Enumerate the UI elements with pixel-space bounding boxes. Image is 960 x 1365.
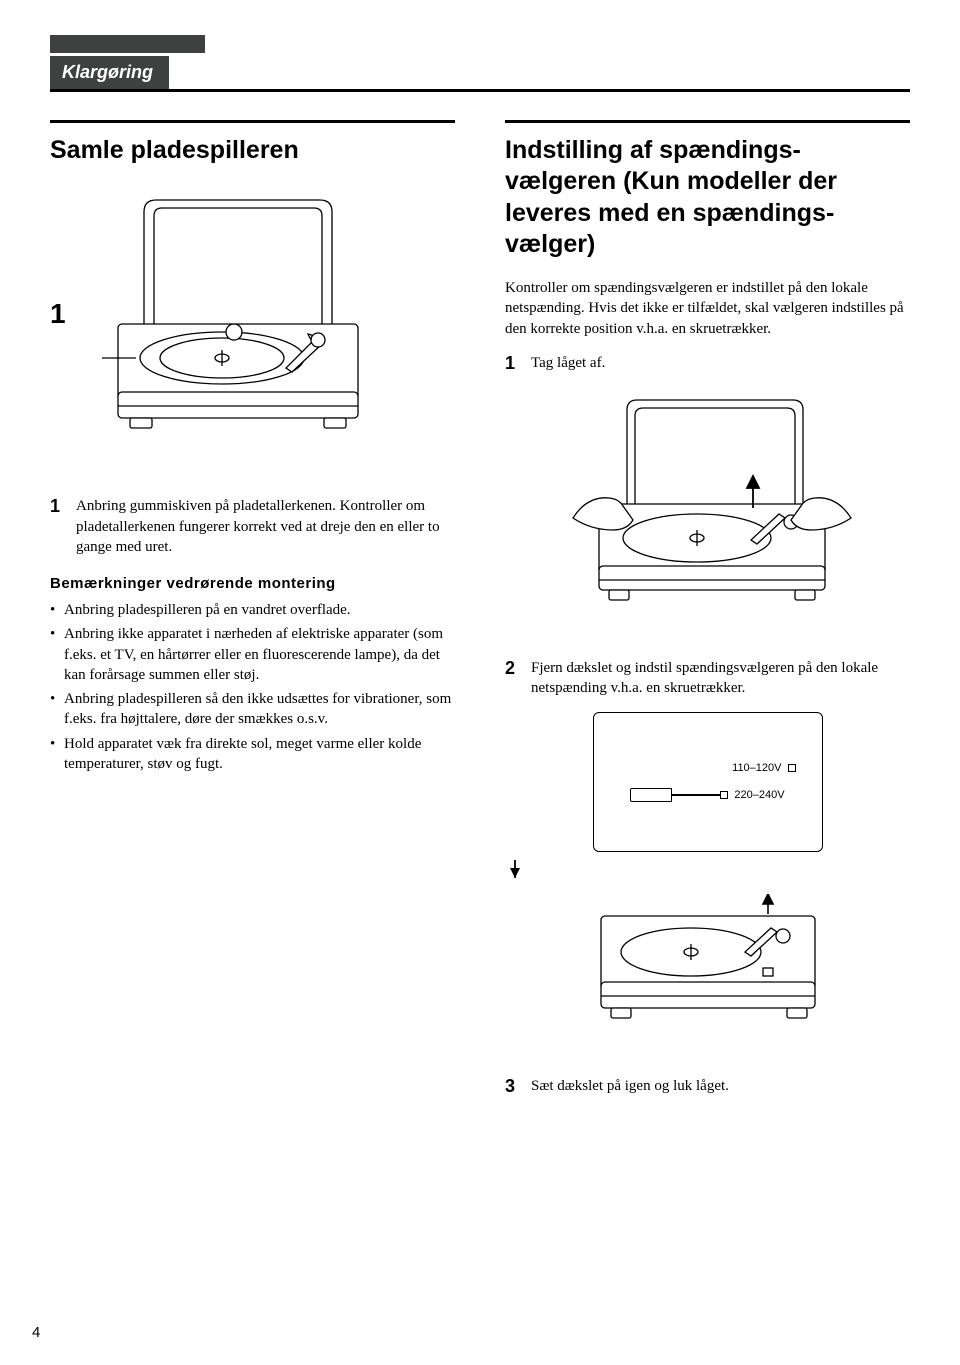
screwdriver-handle	[630, 788, 672, 802]
voltage-slot-icon	[720, 791, 728, 799]
section-underline	[50, 89, 910, 92]
right-step1-num: 1	[505, 353, 519, 374]
left-step1-text: Anbring gummiskiven på pladetallerkenen.…	[76, 496, 455, 557]
right-title: Indstilling af spændings-vælgeren (Kun m…	[505, 135, 910, 260]
screwdriver: 220–240V	[630, 788, 784, 802]
figure-hands-remove-lid	[505, 388, 910, 638]
right-step1-text: Tag låget af.	[531, 353, 605, 374]
right-step2: 2 Fjern dækslet og indstil spændingsvælg…	[505, 658, 910, 699]
right-step2-num: 2	[505, 658, 519, 699]
notes-list: Anbring pladespilleren på en vandret ove…	[50, 600, 455, 774]
right-column: Indstilling af spændings-vælgeren (Kun m…	[505, 120, 910, 1107]
voltage-slot-icon	[788, 764, 796, 772]
note-item: Anbring pladespilleren på en vandret ove…	[50, 600, 455, 620]
screwdriver-shaft	[672, 794, 720, 796]
col-rule	[505, 120, 910, 123]
note-item: Hold apparatet væk fra direkte sol, mege…	[50, 734, 455, 775]
arrow-down-icon	[505, 860, 525, 888]
voltage-box: 110–120V 220–240V	[593, 712, 823, 852]
left-step1-num: 1	[50, 496, 64, 557]
figure-voltage-selector: 110–120V 220–240V	[505, 712, 910, 888]
figure-step1: 1	[50, 184, 455, 444]
right-step3-num: 3	[505, 1076, 519, 1097]
notes-heading: Bemærkninger vedrørende montering	[50, 575, 455, 592]
page-number: 4	[32, 1324, 40, 1341]
note-item: Anbring pladespilleren så den ikke udsæt…	[50, 689, 455, 730]
voltage-label-bottom: 220–240V	[734, 789, 784, 801]
figure-step1-number: 1	[50, 298, 66, 330]
voltage-label-top: 110–120V	[732, 762, 781, 774]
right-step2-text: Fjern dækslet og indstil spændingsvælger…	[531, 658, 910, 699]
left-title: Samle pladespilleren	[50, 135, 455, 166]
left-column: Samle pladespilleren 1	[50, 120, 455, 1107]
tab-spacer	[50, 35, 205, 53]
section-tab: Klargøring	[50, 56, 169, 89]
voltage-row-top: 110–120V	[732, 762, 795, 774]
figure-turntable-3	[505, 894, 910, 1044]
right-intro: Kontroller om spændingsvælgeren er indst…	[505, 278, 910, 339]
turntable-illustration-1	[84, 184, 384, 444]
right-step3-text: Sæt dækslet på igen og luk låget.	[531, 1076, 729, 1097]
col-rule	[50, 120, 455, 123]
right-step3: 3 Sæt dækslet på igen og luk låget.	[505, 1076, 910, 1097]
note-item: Anbring ikke apparatet i nærheden af ele…	[50, 624, 455, 685]
left-step1: 1 Anbring gummiskiven på pladetallerkene…	[50, 496, 455, 557]
right-step1: 1 Tag låget af.	[505, 353, 910, 374]
